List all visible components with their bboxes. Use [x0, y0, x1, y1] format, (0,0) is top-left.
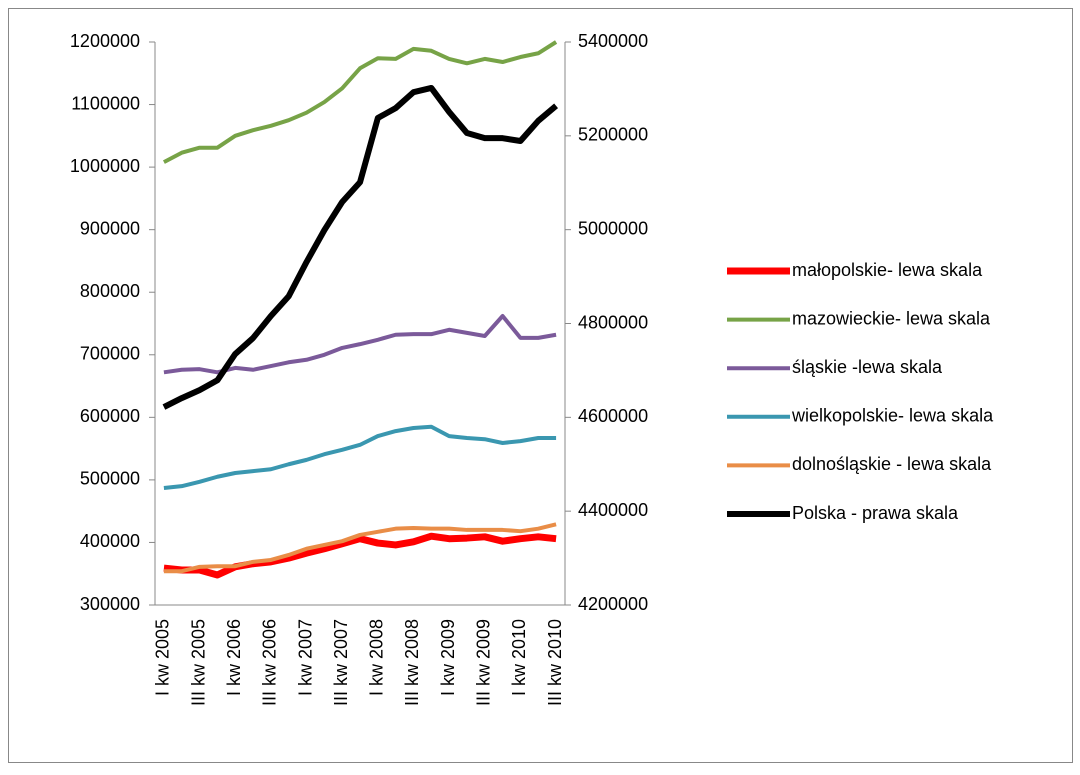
series-line: [163, 424, 557, 491]
y2-tick-label: 5000000: [578, 218, 648, 238]
series-line: [162, 40, 558, 164]
legend-label: wielkopolskie- lewa skala: [791, 406, 994, 426]
y-tick-label: 900000: [80, 218, 140, 238]
y-tick-label: 300000: [80, 594, 140, 614]
x-tick-label: I kw 2008: [367, 619, 387, 696]
x-tick-label: I kw 2005: [153, 619, 173, 696]
series-line: [163, 313, 557, 375]
y-tick-label: 1200000: [70, 31, 140, 51]
x-tick-label: III kw 2008: [402, 619, 422, 706]
legend-label: śląskie -lewa skala: [792, 357, 943, 377]
x-tick-label: I kw 2009: [438, 619, 458, 696]
legend-label: Polska - prawa skala: [792, 503, 959, 523]
y-tick-label: 700000: [80, 344, 140, 364]
legend-label: małopolskie- lewa skala: [792, 260, 983, 280]
series-line: [163, 532, 557, 579]
x-tick-label: III kw 2006: [260, 619, 280, 706]
y-tick-label: 600000: [80, 406, 140, 426]
x-tick-label: III kw 2010: [545, 619, 565, 706]
series-line: [162, 84, 559, 410]
y2-tick-label: 4600000: [578, 406, 648, 426]
legend-label: mazowieckie- lewa skala: [792, 308, 991, 328]
y2-tick-label: 4800000: [578, 312, 648, 332]
x-tick-label: I kw 2007: [295, 619, 315, 696]
y2-tick-label: 4200000: [578, 594, 648, 614]
y-tick-label: 500000: [80, 469, 140, 489]
y2-tick-label: 5400000: [578, 31, 648, 51]
x-tick-label: III kw 2007: [331, 619, 351, 706]
series-line: [163, 522, 557, 574]
y-tick-label: 1000000: [70, 156, 140, 176]
y2-tick-label: 4400000: [578, 500, 648, 520]
x-tick-label: I kw 2010: [509, 619, 529, 696]
x-tick-label: III kw 2009: [474, 619, 494, 706]
chart-border: [8, 8, 1073, 763]
y-tick-label: 800000: [80, 281, 140, 301]
y2-tick-label: 5200000: [578, 125, 648, 145]
x-tick-label: I kw 2006: [224, 619, 244, 696]
legend-label: dolnośląskie - lewa skala: [792, 454, 992, 474]
x-tick-label: III kw 2005: [188, 619, 208, 706]
y-tick-label: 400000: [80, 531, 140, 551]
y-tick-label: 1100000: [71, 93, 140, 113]
